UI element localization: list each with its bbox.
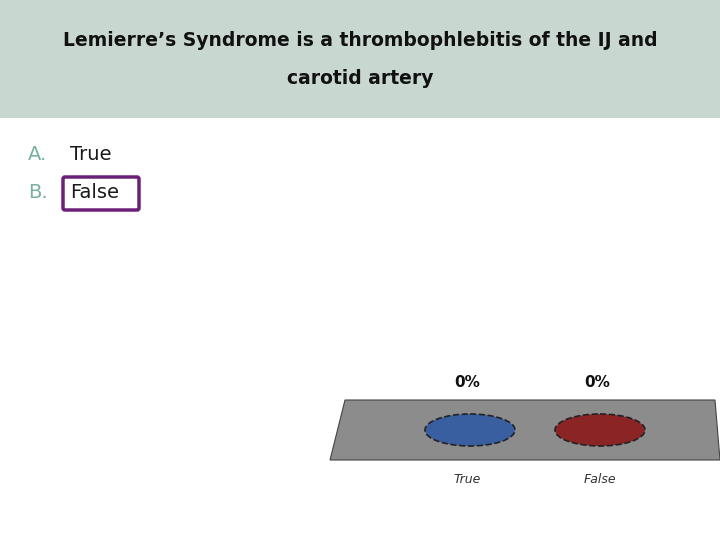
- Text: False: False: [584, 473, 616, 486]
- Text: Lemierre’s Syndrome is a thrombophlebitis of the IJ and: Lemierre’s Syndrome is a thrombophlebiti…: [63, 30, 657, 50]
- Text: True: True: [70, 145, 112, 165]
- Text: 0%: 0%: [454, 375, 480, 390]
- Polygon shape: [330, 400, 720, 460]
- Text: B.: B.: [28, 184, 48, 202]
- Text: False: False: [70, 184, 119, 202]
- Text: True: True: [454, 473, 481, 486]
- Bar: [0, 0, 720, 118]
- Text: 0%: 0%: [584, 375, 610, 390]
- Ellipse shape: [425, 414, 515, 446]
- Ellipse shape: [555, 414, 645, 446]
- Text: carotid artery: carotid artery: [287, 69, 433, 87]
- Text: A.: A.: [28, 145, 48, 165]
